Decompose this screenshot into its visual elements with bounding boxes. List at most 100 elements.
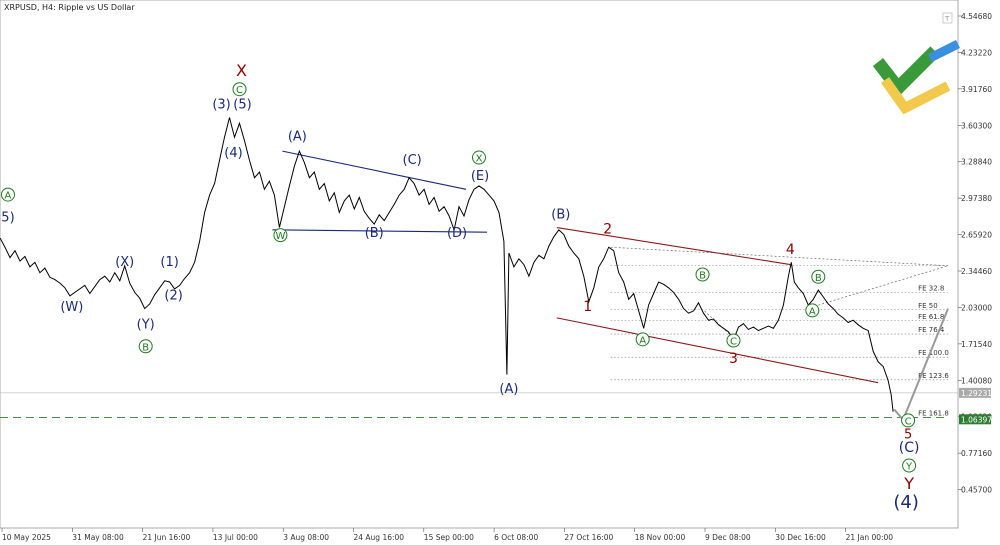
wave-label: X xyxy=(236,61,247,80)
y-tick-label: 2.97380 xyxy=(961,194,992,203)
wave-label: W xyxy=(275,231,285,242)
wave-label: C xyxy=(236,85,243,96)
wave-label: (X) xyxy=(115,255,134,270)
x-tick-label: 9 Dec 08:00 xyxy=(705,533,751,542)
wave-label: Y xyxy=(903,474,914,493)
x-tick-label: 3 Aug 08:00 xyxy=(283,533,329,542)
x-tick-label: 27 Oct 16:00 xyxy=(564,533,613,542)
wave-label-circle xyxy=(901,413,916,428)
projection-line xyxy=(818,265,949,306)
wave-label-circle xyxy=(273,228,288,243)
chart-title: XRPUSD, H4: Ripple vs US Dollar xyxy=(4,3,135,12)
wave-label: 5 xyxy=(904,427,912,442)
x-axis: 10 May 2025 31 May 08:00 21 Jun 16:00 13 Ju… xyxy=(1,528,894,542)
x-tick-label: 15 Sep 00:00 xyxy=(424,533,474,542)
wave-label: B xyxy=(142,342,149,353)
fib-level-label: FE 76.4 xyxy=(918,326,945,334)
wave-label-circle xyxy=(232,82,247,97)
y-tick-label: 0.77160 xyxy=(961,449,992,458)
fib-level-label: FE 32.8 xyxy=(918,284,944,292)
wave-label: 3 xyxy=(729,351,738,367)
wave-label: (A) xyxy=(499,382,518,397)
x-tick-label: 6 Oct 08:00 xyxy=(494,533,538,542)
y-tick-label: 3.91760 xyxy=(961,85,992,94)
wave-label: 2 xyxy=(603,221,612,237)
wave-label: (E) xyxy=(471,169,489,184)
wave-label-circle xyxy=(0,187,15,202)
wave-label: (D) xyxy=(447,226,467,241)
wave-label: B xyxy=(815,273,822,284)
wave-label: Y xyxy=(905,462,913,473)
y-tick-label: 3.28840 xyxy=(961,158,992,167)
x-tick-label: 21 Jan 00:00 xyxy=(846,533,894,542)
wave-label: (W) xyxy=(60,300,83,315)
y-tick-label: 4.23220 xyxy=(961,48,992,57)
wave-label: C xyxy=(905,416,912,427)
wave-label: X xyxy=(476,154,483,165)
wave-label: (4) xyxy=(224,146,242,161)
price-series xyxy=(0,117,894,412)
price-tag xyxy=(959,414,991,425)
y-tick-label: 3.60300 xyxy=(961,121,992,130)
x-tick-label: 21 Jun 16:00 xyxy=(143,533,191,542)
wave-label-circle xyxy=(635,332,650,347)
wave-lines xyxy=(272,150,949,422)
wave-label: (4) xyxy=(893,492,919,513)
wave-labels: A5)(W)(X) (1)(2)(Y)B(3) (5)(4)CXW(A)(B)(C)… xyxy=(0,61,920,513)
fib-level-label: FE 100.0 xyxy=(918,349,949,357)
y-tick-label: 2.03000 xyxy=(961,303,992,312)
x-tick-label: 13 Jul 00:00 xyxy=(213,533,258,542)
x-tick-label: 18 Nov 00:00 xyxy=(635,533,686,542)
price-line xyxy=(0,117,894,412)
projection-line xyxy=(704,310,735,339)
wave-label-circle xyxy=(695,267,710,282)
wave-label: B xyxy=(699,270,706,281)
wave-label: (3) xyxy=(212,97,230,112)
channel-line xyxy=(282,150,467,190)
fib-level-label: FE 61.8 xyxy=(918,313,944,321)
wave-label: A xyxy=(639,335,646,346)
wave-label-circle xyxy=(811,269,826,284)
price-tag-label: 1.29231 xyxy=(961,389,992,398)
price-tag-label: 1.06397 xyxy=(961,415,992,424)
wave-label-circle xyxy=(805,303,820,318)
wave-label: (C) xyxy=(899,440,920,456)
brand-logo-icon xyxy=(872,39,961,115)
wave-label: (Y) xyxy=(137,317,155,332)
channel-line xyxy=(556,317,879,384)
x-tick-label: 30 Dec 16:00 xyxy=(775,533,826,542)
y-tick-label: 2.34460 xyxy=(961,267,992,276)
wave-label-circle xyxy=(472,150,486,165)
fib-level-label: FE 123.6 xyxy=(918,372,949,380)
price-tag xyxy=(959,387,991,398)
channel-line xyxy=(556,226,791,266)
wave-label-circle xyxy=(138,339,153,354)
x-tick-label: 10 May 2025 xyxy=(2,533,51,542)
wave-label: 1 xyxy=(583,299,592,315)
wave-label: (2) xyxy=(164,288,182,303)
fib-level-label: FE 161.8 xyxy=(918,409,949,417)
wave-label: (B) xyxy=(551,207,570,222)
wave-label: (5) xyxy=(233,97,251,112)
wave-label-circle xyxy=(902,458,917,473)
plot-area xyxy=(0,0,959,529)
wave-label-circle xyxy=(726,333,741,348)
wave-label: (A) xyxy=(288,130,307,145)
trade-panel-toggle-glyph: T xyxy=(944,15,950,23)
trade-panel-toggle-icon[interactable] xyxy=(942,12,953,24)
y-tick-label: 2.65920 xyxy=(961,231,992,240)
y-tick-label: 4.54680 xyxy=(961,12,992,21)
y-axis: 4.54680 4.23220 3.91760 3.60300 3.28840 2.973… xyxy=(958,12,992,495)
projection-line xyxy=(610,246,949,267)
fib-levels: FE 32.8 FE 50 FE 61.8 FE 76.4 FE 100.0 FE 123… xyxy=(0,265,958,418)
y-tick-label: 1.40080 xyxy=(961,376,992,385)
wave-label: A xyxy=(809,306,816,317)
wave-label: 5) xyxy=(1,211,14,226)
fib-level-label: FE 50 xyxy=(918,302,938,310)
wave-label: C xyxy=(730,336,737,347)
wave-label: A xyxy=(5,191,12,202)
wave-label: (1) xyxy=(160,255,178,270)
channel-line xyxy=(272,229,487,233)
y-tick-label: 1.71540 xyxy=(961,340,992,349)
